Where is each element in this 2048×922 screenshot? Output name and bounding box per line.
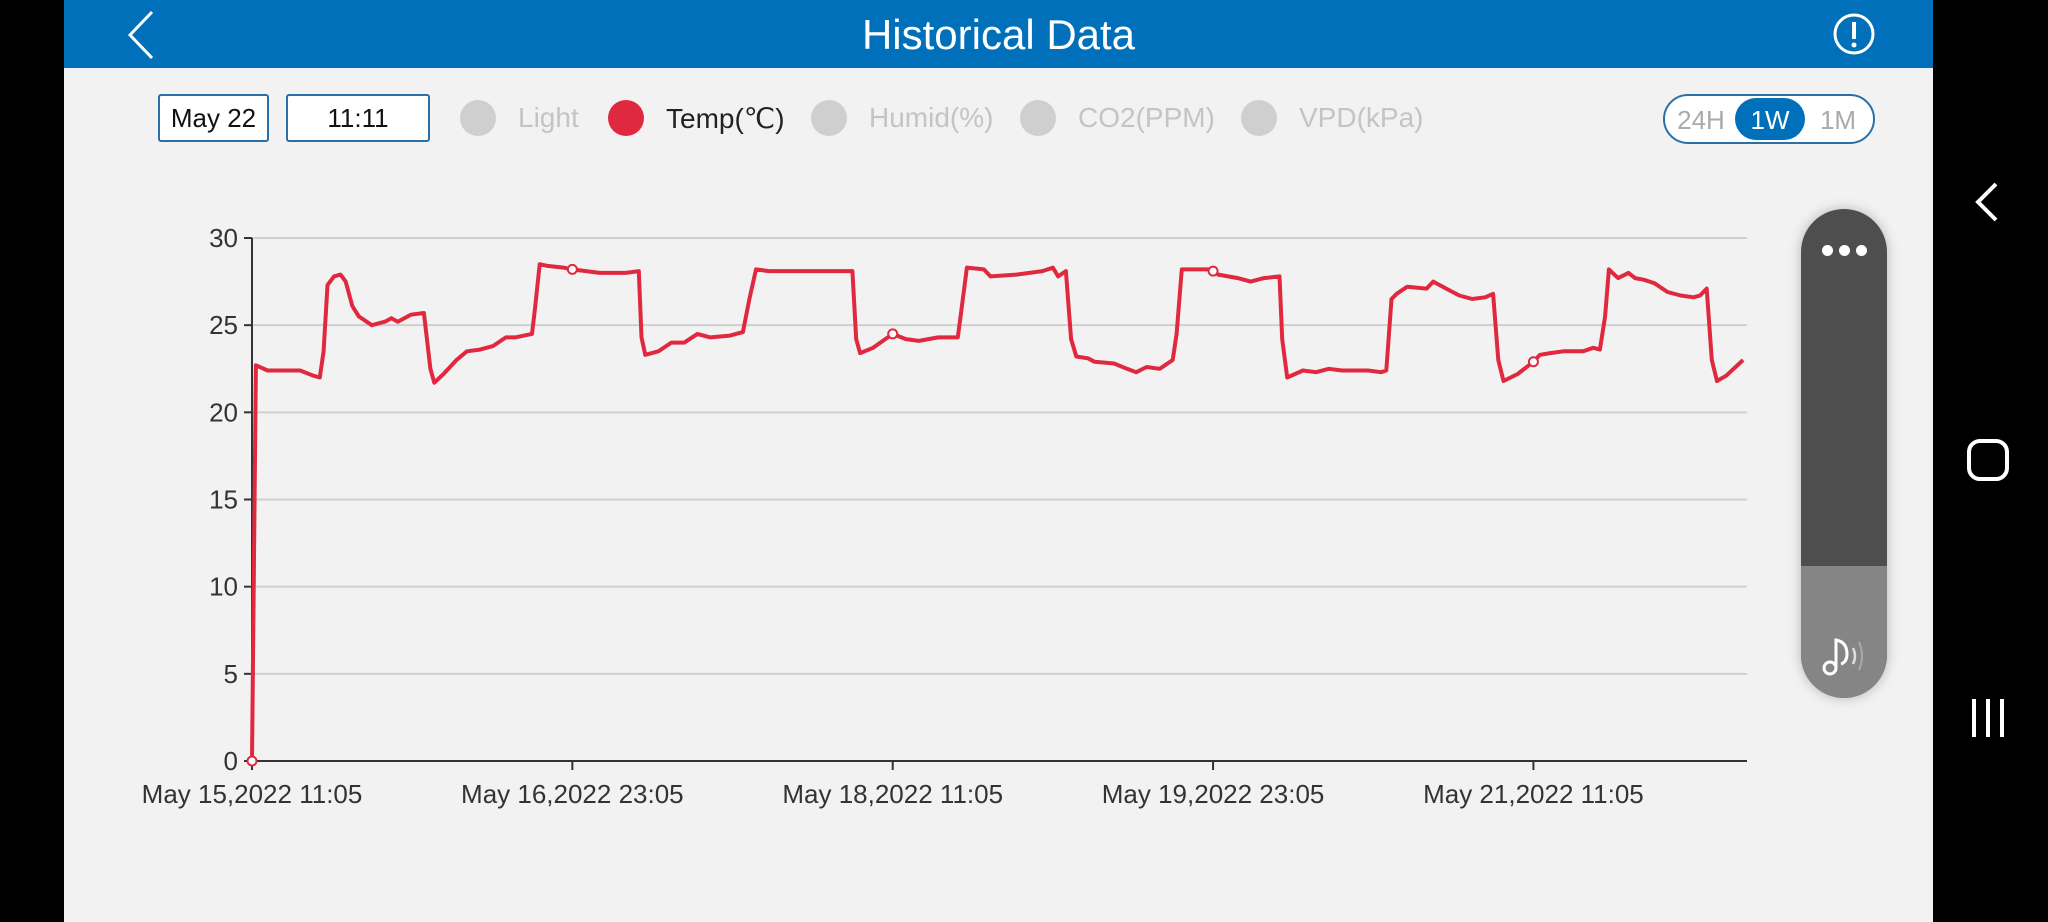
legend-label: Humid(%): [869, 102, 994, 133]
range-1w[interactable]: 1W: [1735, 98, 1805, 140]
x-tick-label: May 18,2022 11:05: [782, 779, 1003, 809]
header-bar: Historical Data: [64, 0, 1933, 68]
data-point-marker: [246, 755, 258, 767]
home-square-icon: [1967, 439, 2009, 481]
legend-co2[interactable]: CO2(PPM): [1020, 100, 1215, 136]
legend-dot: [1020, 100, 1056, 136]
temperature-chart: 0 5 10 15 20 25 30 May 15,2022 11:05 May 16,2022…: [142, 223, 1747, 809]
chevron-left-icon: [127, 10, 154, 60]
music-note-sound-icon[interactable]: [1819, 630, 1869, 680]
page-title: Historical Data: [861, 11, 1136, 58]
system-home-button[interactable]: [1960, 432, 2016, 488]
legend-temp[interactable]: Temp(℃): [608, 100, 785, 136]
recents-bars-icon: [1972, 699, 2004, 737]
info-button[interactable]: [1832, 12, 1876, 56]
legend-dot: [460, 100, 496, 136]
back-button[interactable]: [122, 10, 162, 60]
y-tick-label: 15: [209, 485, 238, 515]
app-screen: Historical Data May 22 11:11 Light Temp(…: [64, 0, 1933, 922]
floating-volume-panel[interactable]: [1801, 209, 1887, 698]
legend-dot: [1241, 100, 1277, 136]
range-24h[interactable]: 24H: [1677, 105, 1725, 135]
exclamation-circle-icon: [1833, 13, 1875, 55]
time-picker[interactable]: 11:11: [286, 94, 430, 142]
legend-label: VPD(kPa): [1299, 102, 1424, 133]
y-tick-label: 20: [209, 397, 238, 427]
x-tick-label: May 21,2022 11:05: [1423, 779, 1644, 809]
x-tick-label: May 16,2022 23:05: [461, 779, 684, 809]
legend-humid[interactable]: Humid(%): [811, 100, 993, 136]
legend-vpd[interactable]: VPD(kPa): [1241, 100, 1423, 136]
data-point-marker: [1527, 356, 1539, 368]
x-tick-label: May 19,2022 23:05: [1102, 779, 1325, 809]
range-toggle: 24H 1W 1M: [1663, 94, 1875, 144]
legend-dot: [811, 100, 847, 136]
more-horizontal-icon[interactable]: [1801, 245, 1887, 256]
chevron-left-icon: [1975, 182, 1998, 222]
legend-label: CO2(PPM): [1078, 102, 1215, 133]
legend-label: Temp(℃): [666, 102, 785, 134]
temp-series-line: [250, 262, 1745, 762]
legend-dot: [608, 100, 644, 136]
data-point-marker: [566, 263, 578, 275]
date-picker[interactable]: May 22: [158, 94, 269, 142]
system-back-button[interactable]: [1960, 174, 2016, 230]
x-tick-label: May 15,2022 11:05: [142, 779, 363, 809]
y-tick-label: 5: [224, 659, 238, 689]
legend-light[interactable]: Light: [460, 100, 579, 136]
y-tick-label: 10: [209, 572, 238, 602]
y-tick-label: 30: [209, 223, 238, 253]
data-point-marker: [1207, 265, 1219, 277]
system-recents-button[interactable]: [1960, 689, 2016, 745]
y-tick-label: 25: [209, 310, 238, 340]
y-tick-label: 0: [224, 746, 238, 776]
legend-label: Light: [518, 102, 579, 133]
data-point-marker: [887, 328, 899, 340]
volume-level-fill: [1801, 565, 1887, 698]
range-1m[interactable]: 1M: [1819, 105, 1857, 135]
